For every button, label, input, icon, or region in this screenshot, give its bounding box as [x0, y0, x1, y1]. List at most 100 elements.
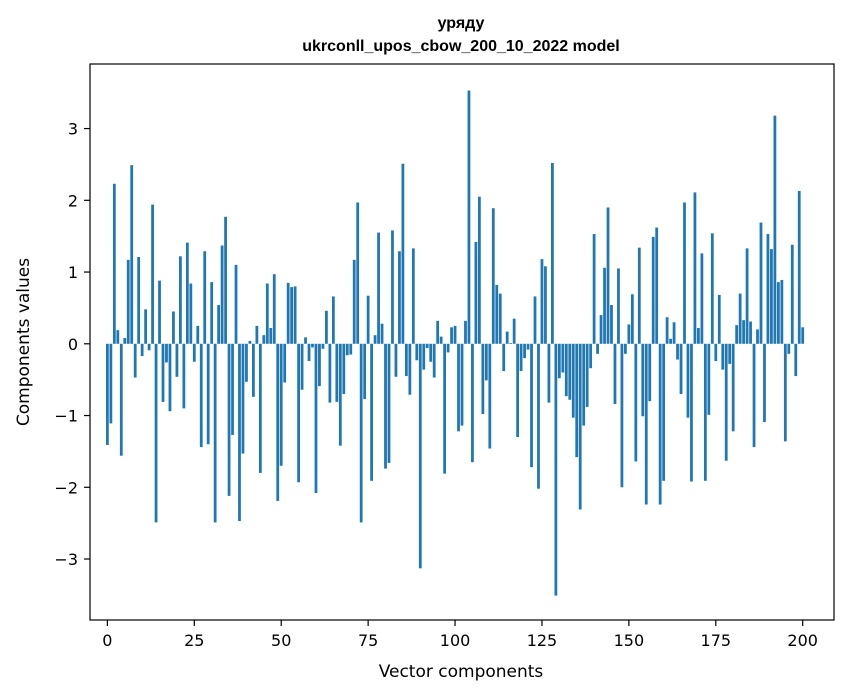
bar-154	[641, 343, 645, 417]
bar-64	[328, 343, 332, 403]
bar-173	[707, 343, 711, 415]
bar-96	[439, 336, 443, 344]
bar-196	[787, 343, 791, 354]
bar-199	[797, 190, 801, 344]
bar-144	[606, 207, 610, 344]
bar-180	[731, 343, 735, 432]
x-tick-label: 25	[184, 631, 204, 650]
bar-22	[182, 343, 186, 409]
bar-44	[258, 343, 262, 473]
bar-6	[126, 259, 130, 344]
bar-146	[613, 343, 617, 405]
bar-24	[189, 283, 193, 344]
bar-94	[432, 343, 436, 378]
bar-120	[523, 343, 526, 359]
bar-128	[551, 163, 554, 344]
bar-141	[596, 343, 599, 354]
bar-95	[436, 320, 440, 344]
bar-37	[234, 264, 238, 344]
bar-8	[133, 343, 137, 378]
bar-183	[742, 320, 745, 344]
bar-89	[415, 343, 419, 361]
bar-118	[516, 343, 520, 438]
bar-158	[655, 227, 659, 344]
bar-125	[540, 259, 544, 344]
bar-51	[283, 343, 287, 383]
bar-164	[676, 343, 679, 360]
bar-70	[349, 343, 353, 355]
bar-149	[624, 343, 627, 354]
bar-15	[158, 280, 161, 344]
bar-143	[603, 267, 606, 344]
bar-127	[547, 343, 551, 403]
bar-134	[571, 343, 575, 418]
bar-97	[443, 343, 447, 474]
bar-85	[401, 163, 405, 344]
bar-78	[377, 232, 380, 344]
bar-45	[262, 335, 266, 344]
bar-25	[192, 343, 196, 362]
bar-136	[578, 343, 582, 510]
bar-104	[467, 90, 471, 344]
bar-43	[255, 325, 259, 344]
bar-87	[408, 343, 412, 395]
bar-86	[404, 343, 408, 377]
bar-192	[773, 115, 777, 344]
bar-99	[450, 327, 453, 344]
bar-84	[398, 251, 401, 344]
bar-156	[648, 343, 652, 402]
bar-14	[154, 343, 158, 523]
bar-75	[366, 295, 370, 344]
bar-31	[213, 343, 217, 523]
bar-123	[533, 296, 537, 344]
bar-171	[700, 253, 704, 344]
bar-109	[484, 343, 488, 381]
bar-198	[794, 343, 798, 377]
bar-185	[749, 321, 752, 344]
bar-74	[363, 343, 367, 400]
bar-142	[599, 315, 603, 344]
bar-46	[265, 283, 269, 344]
bar-172	[703, 343, 707, 481]
bar-186	[752, 343, 756, 448]
bar-148	[620, 343, 624, 488]
bar-140	[592, 234, 596, 344]
bar-124	[537, 343, 540, 489]
bar-111	[491, 208, 495, 344]
bar-161	[665, 317, 669, 344]
chart-subtitle: ukrconll_upos_cbow_200_10_2022 model	[302, 38, 619, 55]
y-tick-label: 0	[68, 335, 78, 354]
bar-200	[801, 327, 805, 344]
bar-189	[763, 343, 766, 422]
bar-28	[203, 251, 207, 344]
bar-9	[137, 256, 141, 344]
bar-157	[651, 236, 655, 344]
bar-59	[311, 343, 314, 348]
bar-170	[697, 328, 700, 344]
bar-71	[352, 259, 356, 344]
bar-159	[658, 343, 662, 505]
bar-32	[217, 305, 221, 344]
bar-55	[297, 343, 300, 483]
x-tick-label: 50	[271, 631, 291, 650]
bar-79	[380, 323, 384, 344]
bar-181	[735, 325, 739, 344]
bar-56	[300, 343, 304, 390]
bar-77	[373, 335, 377, 344]
bar-5	[123, 338, 127, 344]
bar-65	[331, 296, 335, 344]
bar-114	[502, 343, 506, 372]
bar-52	[286, 282, 290, 344]
bar-147	[617, 268, 620, 344]
bar-129	[554, 343, 558, 596]
bar-167	[686, 343, 690, 418]
bar-152	[634, 343, 638, 462]
bar-92	[425, 343, 429, 349]
bar-23	[185, 242, 189, 344]
bar-48	[272, 274, 276, 344]
x-axis-label: Vector components	[379, 662, 544, 682]
bar-21	[179, 256, 182, 344]
bar-116	[509, 343, 513, 344]
bar-194	[780, 279, 784, 344]
